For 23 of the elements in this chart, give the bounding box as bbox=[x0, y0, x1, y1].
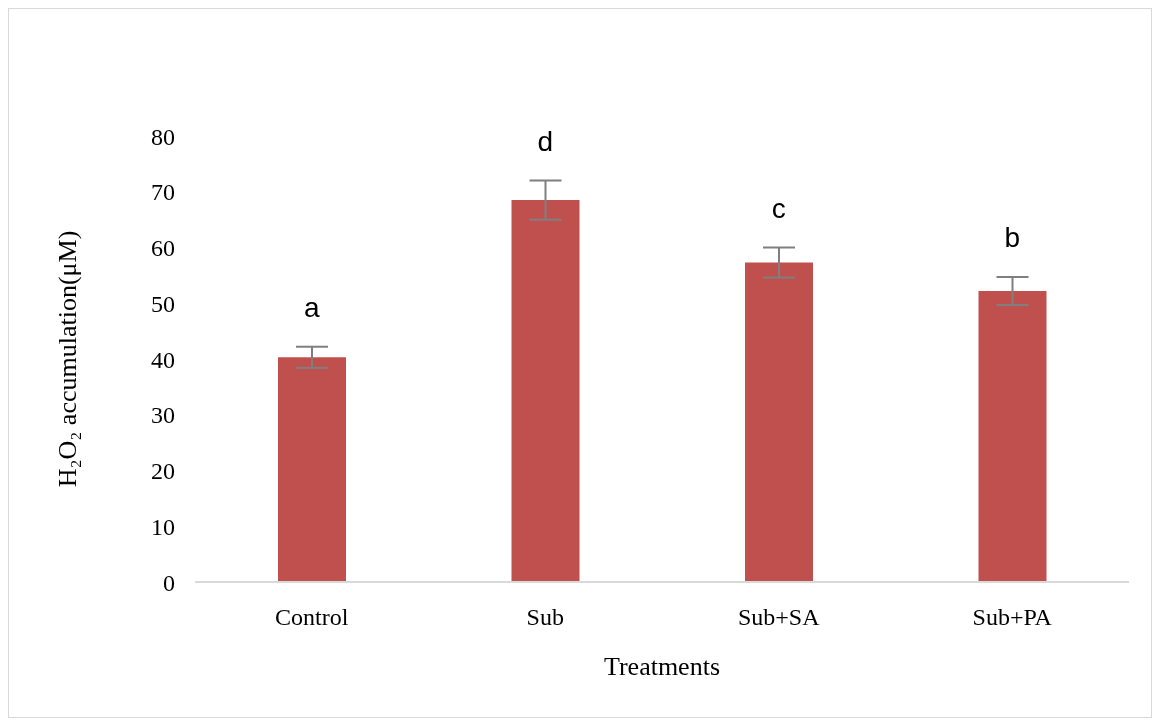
y-tick-label: 60 bbox=[151, 235, 175, 262]
bar bbox=[278, 357, 346, 582]
annotation: c bbox=[771, 192, 786, 224]
y-tick-label: 20 bbox=[151, 458, 175, 485]
x-tick-label: Control bbox=[275, 604, 349, 631]
y-tick-label: 50 bbox=[151, 290, 175, 317]
x-tick-label: Sub+PA bbox=[972, 604, 1053, 631]
y-axis-title: H₂O₂ accumulation(μM) bbox=[53, 230, 83, 488]
y-tick-label: 10 bbox=[151, 513, 175, 540]
y-tick-label: 40 bbox=[151, 346, 175, 373]
y-tick-label: 70 bbox=[151, 179, 175, 206]
bar bbox=[511, 200, 580, 582]
annotation: d bbox=[537, 125, 554, 157]
annotation: b bbox=[1004, 222, 1021, 254]
y-tick-label: 30 bbox=[151, 402, 175, 429]
y-tick-label: 80 bbox=[151, 123, 175, 150]
x-axis-title: Treatments bbox=[603, 652, 721, 681]
bar bbox=[978, 290, 1047, 582]
bar bbox=[745, 262, 813, 582]
x-tick-label: Sub bbox=[526, 604, 564, 631]
annotation: a bbox=[303, 291, 320, 323]
x-tick-label: Sub+SA bbox=[737, 604, 821, 631]
y-tick-label: 0 bbox=[163, 569, 175, 596]
